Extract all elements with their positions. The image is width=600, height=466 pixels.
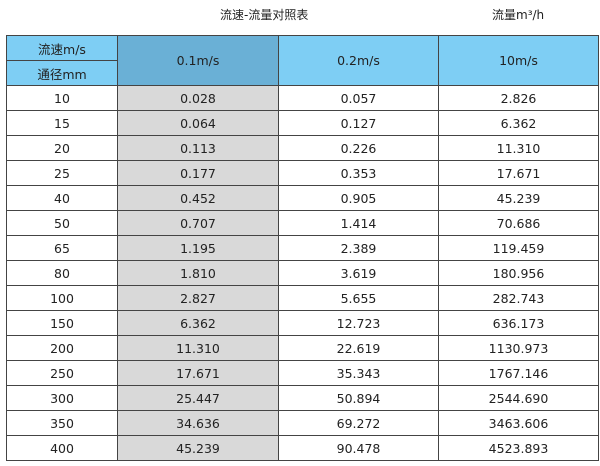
flow-cell: 12.723 bbox=[278, 310, 439, 336]
table-row: 250 17.671 35.343 1767.146 bbox=[6, 360, 599, 386]
column-header-0.1: 0.1m/s bbox=[117, 35, 279, 86]
flow-cell: 6.362 bbox=[438, 110, 599, 136]
flow-cell: 636.173 bbox=[438, 310, 599, 336]
flow-cell: 0.064 bbox=[117, 110, 279, 136]
flow-cell: 0.057 bbox=[278, 85, 439, 111]
diameter-header: 通径mm bbox=[6, 60, 118, 86]
table-row: 50 0.707 1.414 70.686 bbox=[6, 210, 599, 236]
flow-cell: 69.272 bbox=[278, 410, 439, 436]
flow-cell: 17.671 bbox=[117, 360, 279, 386]
flow-cell: 34.636 bbox=[117, 410, 279, 436]
flow-cell: 180.956 bbox=[438, 260, 599, 286]
diameter-cell: 50 bbox=[6, 210, 118, 236]
column-header-0.2: 0.2m/s bbox=[278, 35, 439, 86]
diameter-cell: 100 bbox=[6, 285, 118, 311]
flow-cell: 0.226 bbox=[278, 135, 439, 161]
flow-cell: 2544.690 bbox=[438, 385, 599, 411]
flow-cell: 2.826 bbox=[438, 85, 599, 111]
flow-cell: 2.389 bbox=[278, 235, 439, 261]
diameter-cell: 20 bbox=[6, 135, 118, 161]
flow-cell: 4523.893 bbox=[438, 435, 599, 461]
flow-cell: 0.905 bbox=[278, 185, 439, 211]
flow-cell: 1.414 bbox=[278, 210, 439, 236]
diameter-cell: 250 bbox=[6, 360, 118, 386]
flow-cell: 70.686 bbox=[438, 210, 599, 236]
flow-cell: 0.177 bbox=[117, 160, 279, 186]
table-row: 80 1.810 3.619 180.956 bbox=[6, 260, 599, 286]
diameter-cell: 150 bbox=[6, 310, 118, 336]
table-row: 200 11.310 22.619 1130.973 bbox=[6, 335, 599, 361]
table-row: 100 2.827 5.655 282.743 bbox=[6, 285, 599, 311]
diameter-cell: 80 bbox=[6, 260, 118, 286]
flow-cell: 2.827 bbox=[117, 285, 279, 311]
flow-cell: 90.478 bbox=[278, 435, 439, 461]
flow-cell: 5.655 bbox=[278, 285, 439, 311]
diameter-cell: 15 bbox=[6, 110, 118, 136]
flow-cell: 1.195 bbox=[117, 235, 279, 261]
table-row: 400 45.239 90.478 4523.893 bbox=[6, 435, 599, 461]
flow-cell: 11.310 bbox=[438, 135, 599, 161]
flow-cell: 35.343 bbox=[278, 360, 439, 386]
table-title: 流速-流量对照表 bbox=[220, 8, 309, 22]
flow-cell: 282.743 bbox=[438, 285, 599, 311]
flow-cell: 0.127 bbox=[278, 110, 439, 136]
table-row: 65 1.195 2.389 119.459 bbox=[6, 235, 599, 261]
diameter-cell: 65 bbox=[6, 235, 118, 261]
flow-cell: 1.810 bbox=[117, 260, 279, 286]
flow-cell: 0.353 bbox=[278, 160, 439, 186]
diameter-cell: 200 bbox=[6, 335, 118, 361]
flow-cell: 45.239 bbox=[438, 185, 599, 211]
flow-cell: 3463.606 bbox=[438, 410, 599, 436]
diameter-cell: 300 bbox=[6, 385, 118, 411]
diameter-cell: 350 bbox=[6, 410, 118, 436]
table-row: 40 0.452 0.905 45.239 bbox=[6, 185, 599, 211]
table-row: 300 25.447 50.894 2544.690 bbox=[6, 385, 599, 411]
diameter-cell: 10 bbox=[6, 85, 118, 111]
table-row: 15 0.064 0.127 6.362 bbox=[6, 110, 599, 136]
column-header-10: 10m/s bbox=[438, 35, 599, 86]
flow-cell: 22.619 bbox=[278, 335, 439, 361]
unit-label: 流量m³/h bbox=[492, 8, 545, 22]
flow-cell: 1130.973 bbox=[438, 335, 599, 361]
flow-cell: 1767.146 bbox=[438, 360, 599, 386]
flow-cell: 17.671 bbox=[438, 160, 599, 186]
flow-cell: 25.447 bbox=[117, 385, 279, 411]
table-row: 20 0.113 0.226 11.310 bbox=[6, 135, 599, 161]
flow-cell: 0.707 bbox=[117, 210, 279, 236]
flow-cell: 0.113 bbox=[117, 135, 279, 161]
table-row: 10 0.028 0.057 2.826 bbox=[6, 85, 599, 111]
flow-table: 流速m/s 0.1m/s 0.2m/s 10m/s 通径mm 10 0.028 0.… bbox=[6, 35, 599, 461]
flow-cell: 6.362 bbox=[117, 310, 279, 336]
velocity-header: 流速m/s bbox=[6, 35, 118, 61]
flow-cell: 0.028 bbox=[117, 85, 279, 111]
flow-cell: 11.310 bbox=[117, 335, 279, 361]
table-row: 350 34.636 69.272 3463.606 bbox=[6, 410, 599, 436]
table-row: 150 6.362 12.723 636.173 bbox=[6, 310, 599, 336]
table-row: 25 0.177 0.353 17.671 bbox=[6, 160, 599, 186]
flow-cell: 50.894 bbox=[278, 385, 439, 411]
diameter-cell: 25 bbox=[6, 160, 118, 186]
flow-cell: 3.619 bbox=[278, 260, 439, 286]
flow-cell: 119.459 bbox=[438, 235, 599, 261]
diameter-cell: 40 bbox=[6, 185, 118, 211]
flow-cell: 45.239 bbox=[117, 435, 279, 461]
flow-cell: 0.452 bbox=[117, 185, 279, 211]
diameter-cell: 400 bbox=[6, 435, 118, 461]
